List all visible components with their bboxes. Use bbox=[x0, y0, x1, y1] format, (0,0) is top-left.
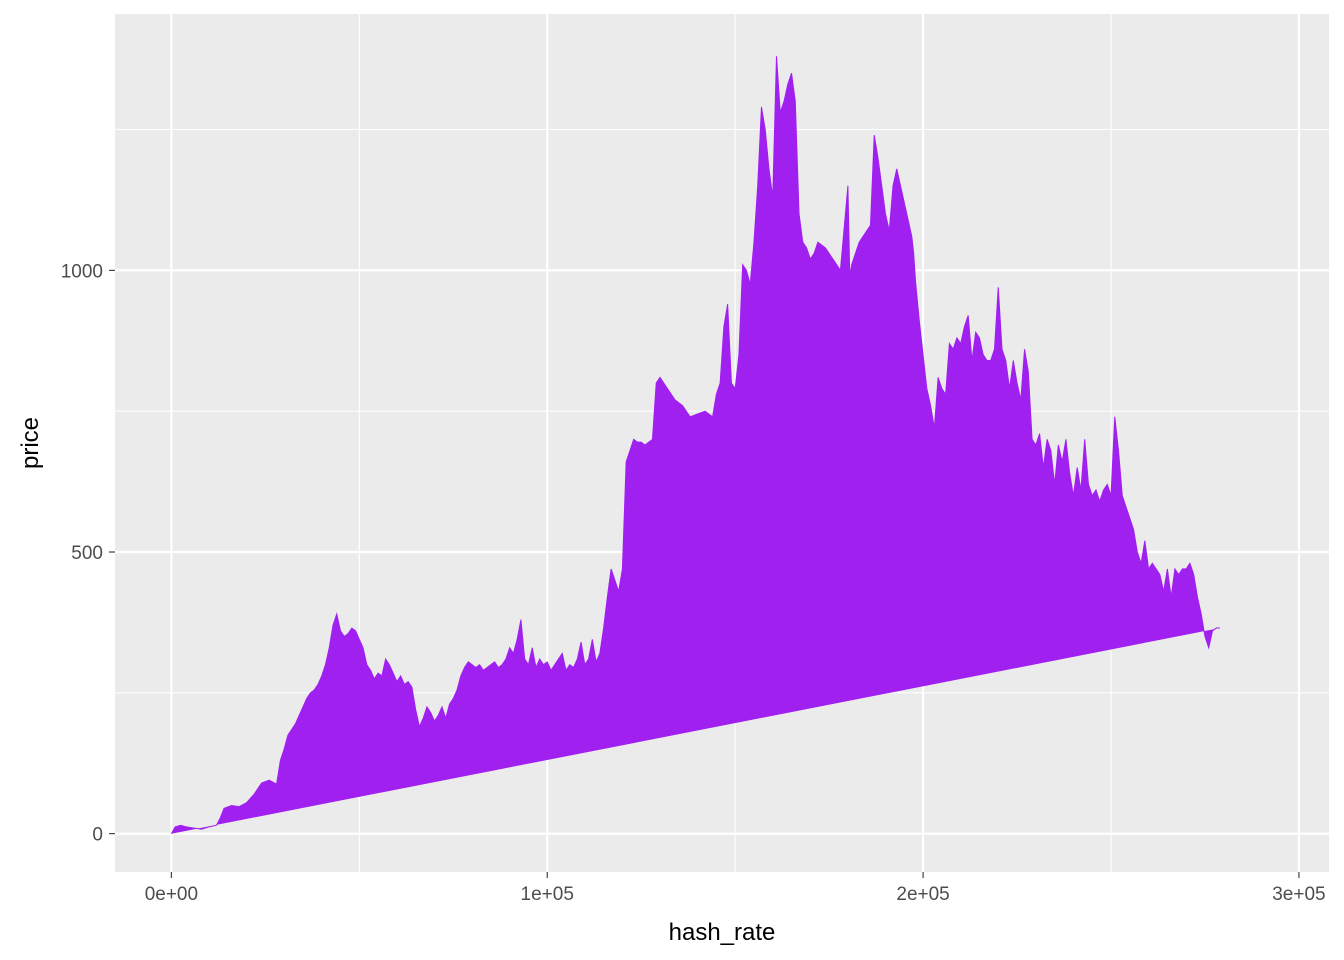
data-area-series bbox=[170, 56, 1220, 834]
y-tick-label: 500 bbox=[71, 543, 103, 564]
x-tick-label: 3e+05 bbox=[1272, 884, 1325, 905]
y-axis-ticks: 0 500 1000 bbox=[61, 261, 115, 846]
x-tick-label: 2e+05 bbox=[896, 884, 949, 905]
y-tick-label: 0 bbox=[92, 825, 103, 846]
x-tick-label: 0e+00 bbox=[145, 884, 198, 905]
y-axis-title: price bbox=[17, 417, 44, 469]
y-tick-label: 1000 bbox=[61, 261, 103, 282]
x-axis-ticks: 0e+00 1e+05 2e+05 3e+05 bbox=[145, 872, 1326, 905]
x-tick-label: 1e+05 bbox=[521, 884, 574, 905]
x-axis-title: hash_rate bbox=[669, 919, 776, 946]
